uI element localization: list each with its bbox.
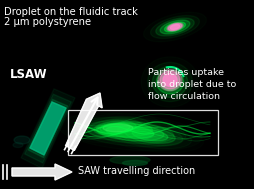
Polygon shape <box>165 22 185 32</box>
Polygon shape <box>148 62 192 102</box>
Polygon shape <box>12 164 72 180</box>
Polygon shape <box>66 93 102 150</box>
Polygon shape <box>156 18 194 36</box>
Polygon shape <box>152 67 188 97</box>
Polygon shape <box>86 120 174 144</box>
Polygon shape <box>28 99 68 158</box>
Ellipse shape <box>110 156 150 164</box>
Text: SAW travelling direction: SAW travelling direction <box>78 166 195 176</box>
Text: Particles uptake
into droplet due to
flow circulation: Particles uptake into droplet due to flo… <box>148 68 236 101</box>
Polygon shape <box>94 121 136 135</box>
Text: LSAW: LSAW <box>10 68 48 81</box>
Polygon shape <box>88 119 142 137</box>
Polygon shape <box>25 94 71 163</box>
Polygon shape <box>100 123 130 133</box>
Polygon shape <box>158 69 182 91</box>
Polygon shape <box>163 74 177 86</box>
Polygon shape <box>30 102 66 155</box>
Polygon shape <box>167 23 183 31</box>
Polygon shape <box>151 15 199 39</box>
Ellipse shape <box>122 160 148 166</box>
Polygon shape <box>156 70 184 94</box>
Polygon shape <box>30 102 66 155</box>
Polygon shape <box>168 24 182 30</box>
Polygon shape <box>161 74 180 90</box>
Bar <box>68 110 218 155</box>
Polygon shape <box>125 127 175 143</box>
Polygon shape <box>160 71 180 89</box>
Ellipse shape <box>14 136 30 144</box>
Polygon shape <box>160 20 190 34</box>
Polygon shape <box>21 89 75 168</box>
Polygon shape <box>117 124 183 146</box>
Ellipse shape <box>98 123 152 137</box>
Polygon shape <box>96 123 164 141</box>
Polygon shape <box>132 129 168 141</box>
Polygon shape <box>106 126 154 138</box>
Text: 2 μm polystyrene: 2 μm polystyrene <box>4 17 91 27</box>
Polygon shape <box>170 25 180 29</box>
Ellipse shape <box>103 124 133 132</box>
Text: Droplet on the fluidic track: Droplet on the fluidic track <box>4 7 138 17</box>
Ellipse shape <box>13 143 23 147</box>
